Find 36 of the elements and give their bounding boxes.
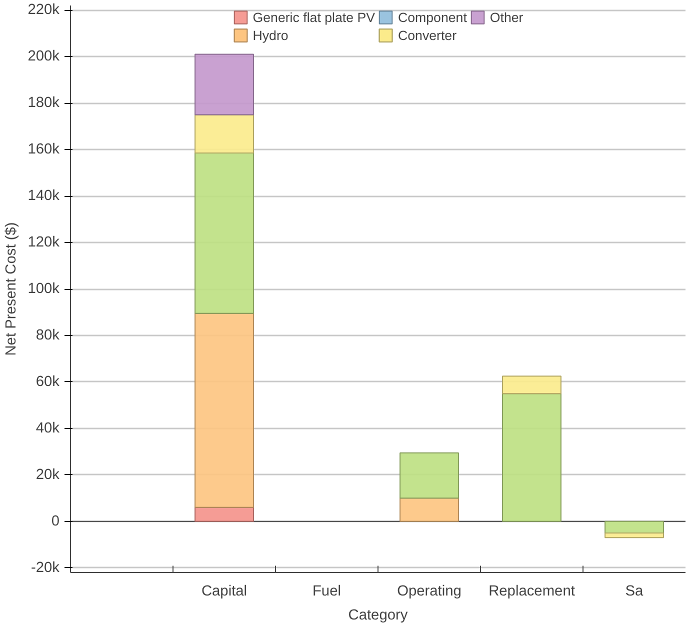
y-tick-label: 80k (36, 327, 60, 344)
legend-label: Generic flat plate PV (252, 10, 375, 24)
x-tick-label: Replacement (488, 584, 575, 600)
bar (194, 312, 254, 508)
y-tick-label: 220k (28, 2, 60, 18)
bar (194, 114, 254, 154)
bar (194, 152, 254, 314)
y-tick-label: 60k (36, 374, 60, 390)
bar (502, 376, 562, 394)
legend-label: Other (490, 10, 524, 24)
y-tick-label: 100k (28, 281, 60, 297)
x-tick-label: Fuel (312, 584, 342, 600)
bar (604, 532, 664, 538)
bar (400, 452, 459, 499)
bar (194, 54, 254, 116)
bar (502, 393, 562, 522)
y-tick-label: 160k (28, 142, 60, 158)
y-tick-label: 180k (28, 95, 60, 112)
y-tick-label: 20k (36, 466, 60, 483)
y-tick-label: 40k (36, 420, 60, 436)
x-tick-label: Sa (625, 584, 644, 600)
x-tick-label: Capital (201, 584, 248, 600)
x-axis-title: Category (348, 608, 408, 624)
y-tick-label: -20k (30, 560, 60, 576)
y-tick-label: 140k (28, 188, 60, 204)
bar (400, 498, 459, 522)
legend-label: Hydro (252, 28, 288, 42)
y-axis-title: Net Present Cost ($) (4, 222, 20, 356)
bar (194, 506, 254, 522)
y-tick-label: 0 (51, 513, 60, 530)
bar (604, 520, 664, 534)
x-tick-label: Operating (397, 584, 462, 600)
legend-label: Component (398, 10, 467, 24)
legend-label: Converter (398, 28, 457, 42)
y-tick-label: 200k (28, 48, 60, 65)
y-tick-label: 120k (28, 234, 60, 251)
